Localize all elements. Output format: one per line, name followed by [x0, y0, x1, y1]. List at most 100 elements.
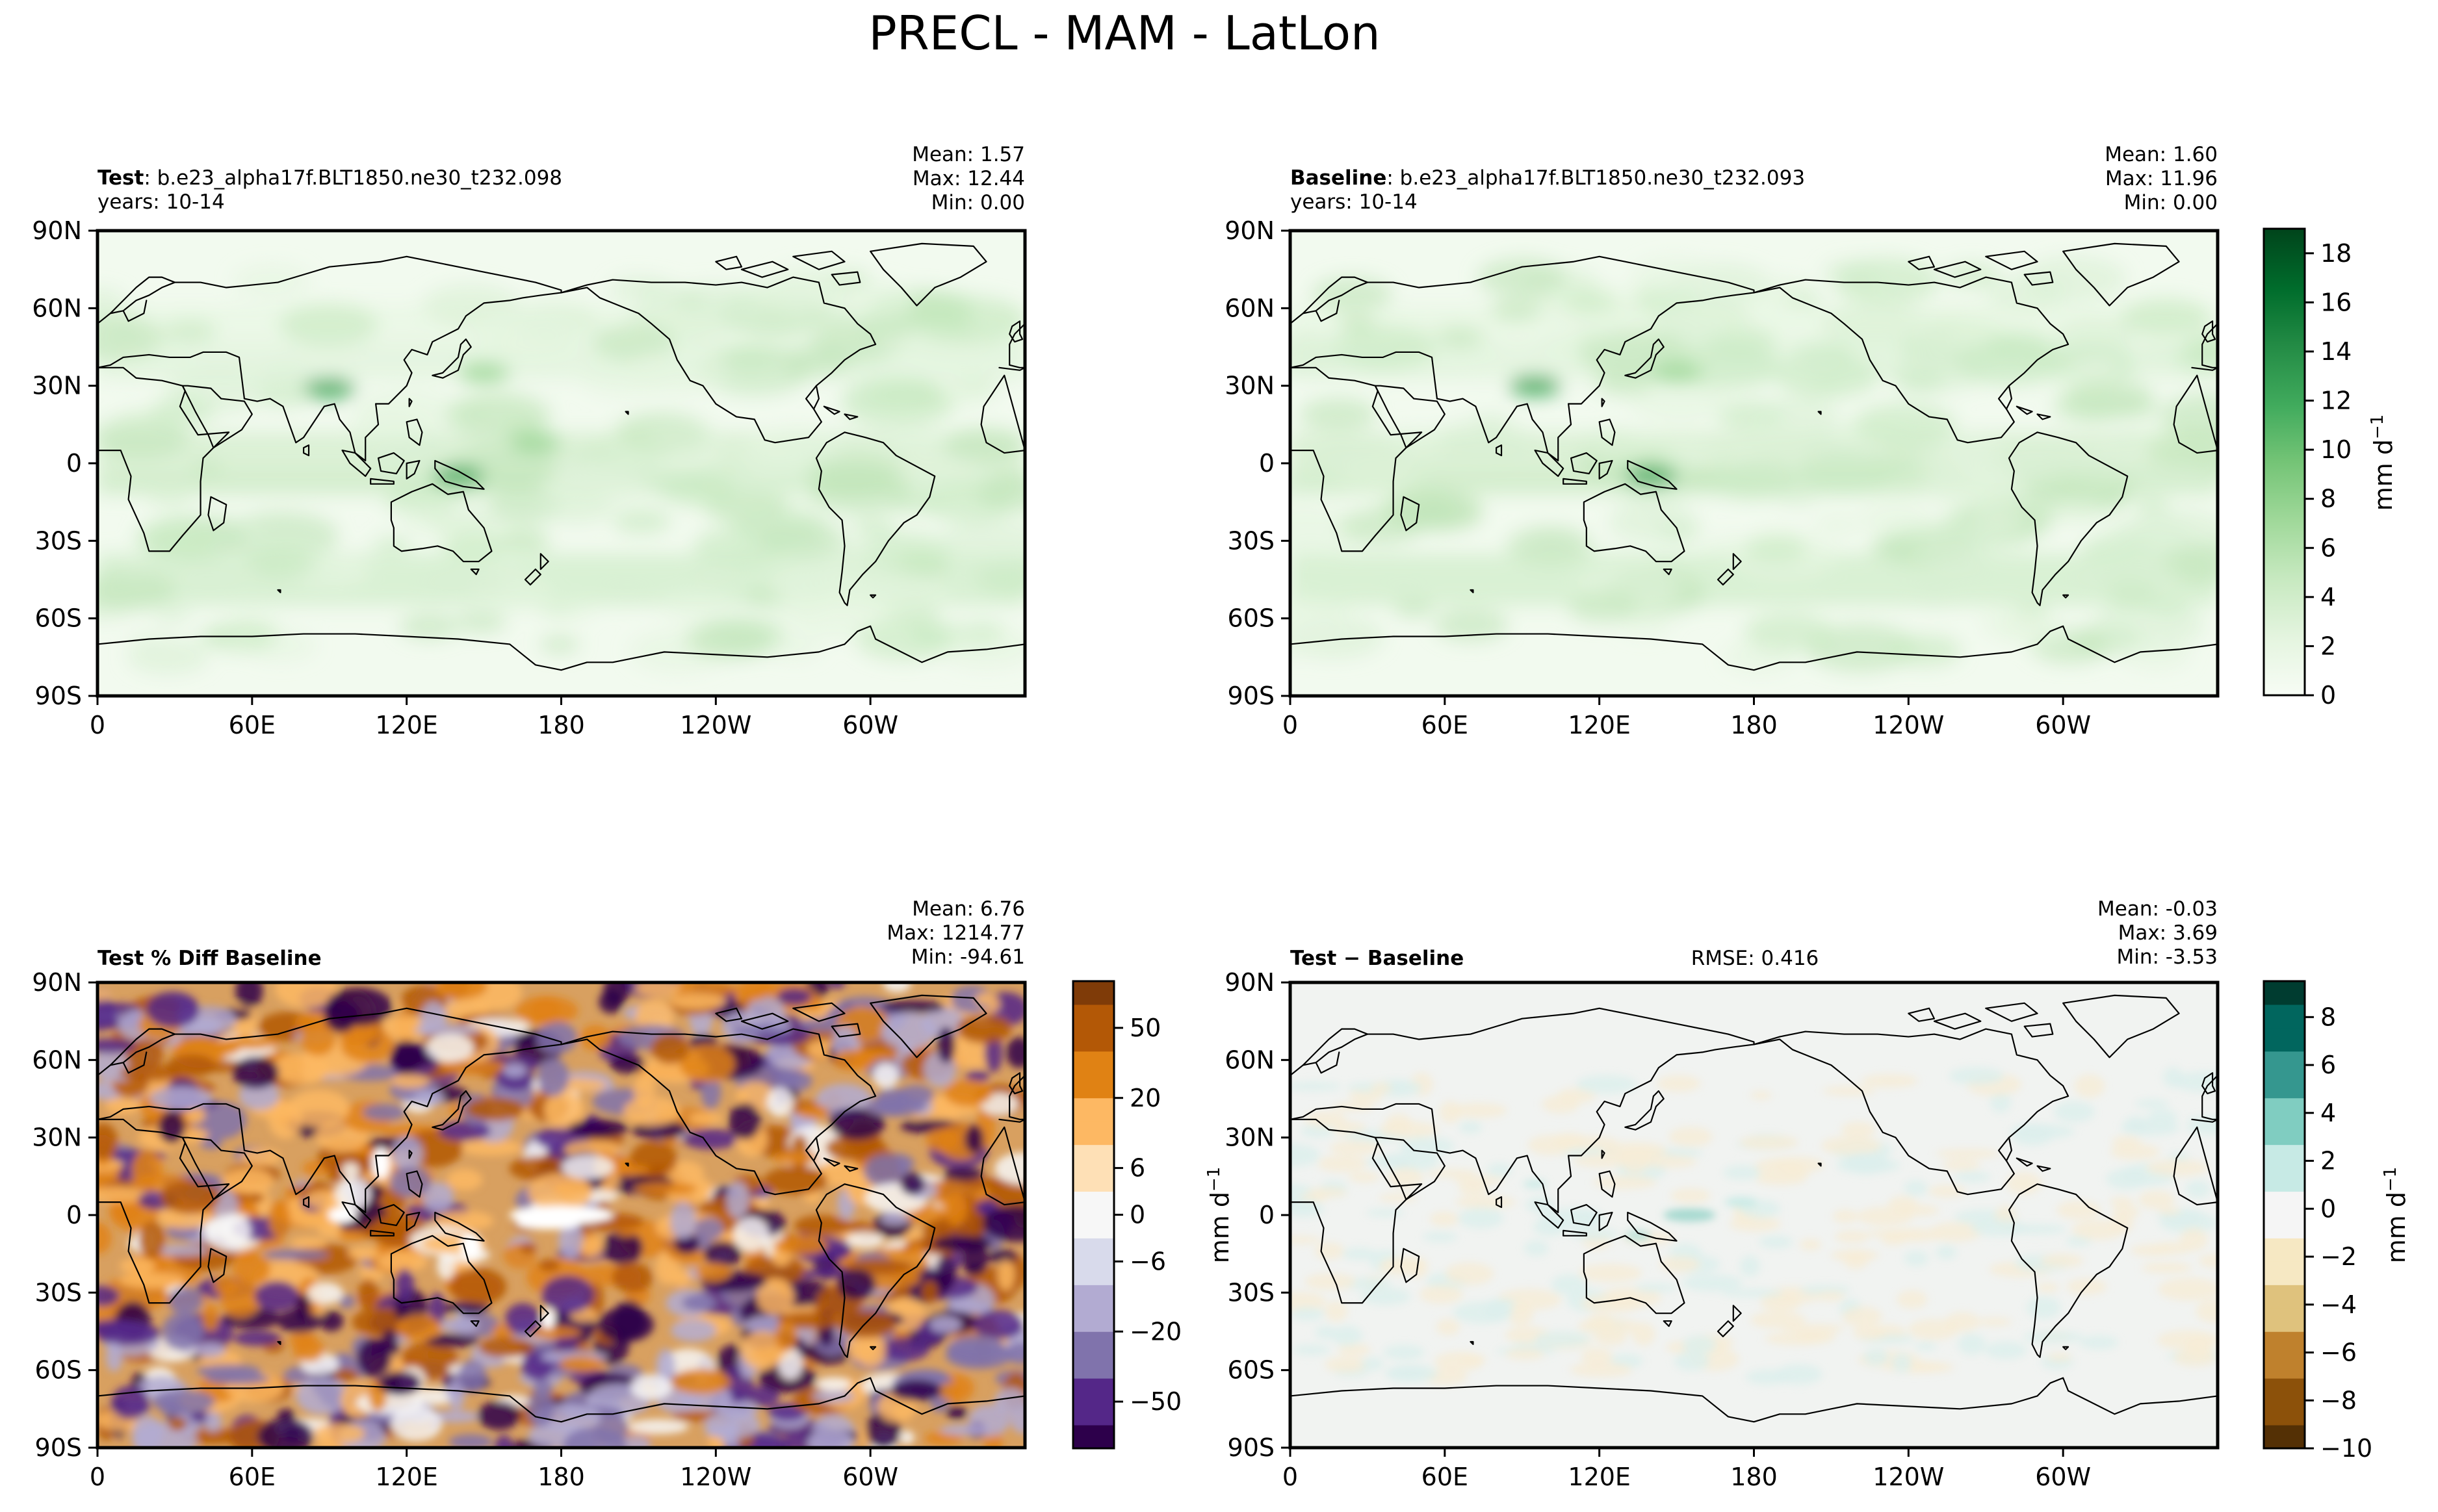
- precip-patch: [1744, 612, 1833, 652]
- precip-patch: [1290, 471, 1319, 496]
- pctdiff-patch: [337, 1229, 370, 1241]
- pctdiff-blank: [541, 1308, 555, 1329]
- diff-patch: [1459, 1181, 1488, 1196]
- precip-patch: [148, 489, 192, 509]
- diff-patch: [2179, 1227, 2208, 1251]
- diff-patch: [1670, 1188, 1711, 1203]
- precip-patch: [721, 346, 778, 370]
- lon-tick-label: 60E: [1421, 711, 1468, 739]
- pctdiff-patch: [378, 1371, 421, 1396]
- pctdiff-patch: [151, 1389, 215, 1414]
- precip-patch: [354, 389, 459, 435]
- panel-subtitle: years: 10-14: [1290, 190, 1418, 214]
- pctdiff-patch: [763, 1166, 828, 1195]
- colorbar-label: mm d−1: [2368, 415, 2398, 511]
- pctdiff-patch: [669, 993, 727, 1010]
- precip-patch: [538, 602, 575, 618]
- pctdiff-patch: [477, 1401, 521, 1430]
- diff-patch: [1361, 1357, 1384, 1371]
- pctdiff-patch: [939, 1424, 991, 1436]
- pctdiff-patch: [695, 1262, 732, 1282]
- pctdiff-patch: [879, 1337, 929, 1362]
- pctdiff-patch: [673, 1233, 700, 1254]
- colorbar-step: [2264, 1097, 2305, 1122]
- diff-patch: [2056, 1201, 2101, 1220]
- diff-patch: [1750, 1311, 1806, 1329]
- diff-patch: [2157, 1330, 2218, 1350]
- diff-patch: [1459, 1121, 1483, 1134]
- pctdiff-patch: [396, 1314, 441, 1341]
- precip-patch: [2046, 497, 2107, 524]
- precip-patch: [841, 379, 954, 429]
- pctdiff-patch: [494, 1435, 514, 1448]
- diff-patch: [1971, 1219, 2027, 1237]
- pctdiff-patch: [161, 1312, 204, 1351]
- stat-min: Min: 0.00: [2124, 191, 2218, 214]
- precip-patch: [848, 571, 950, 617]
- pctdiff-patch: [391, 1136, 423, 1172]
- pctdiff-patch: [627, 1419, 689, 1435]
- pctdiff-patch: [679, 1044, 735, 1083]
- pctdiff-patch: [883, 982, 911, 993]
- colorbar-step: [1073, 1027, 1114, 1052]
- precip-patch: [2147, 427, 2218, 476]
- panel-test: Test: b.e23_alpha17f.BLT1850.ne30_t232.0…: [32, 143, 1027, 739]
- lon-tick-label: 60W: [2035, 1463, 2091, 1491]
- diff-patch: [2112, 1135, 2141, 1149]
- pctdiff-patch: [832, 1049, 875, 1071]
- colorbar-step: [1073, 1355, 1114, 1379]
- diff-patch: [1329, 1140, 1381, 1155]
- precip-patch: [2121, 298, 2210, 337]
- precip-hotspot: [303, 378, 356, 399]
- lat-tick-label: 90N: [1225, 968, 1275, 997]
- diff-patch: [2109, 1197, 2134, 1207]
- diff-patch: [1723, 1165, 1761, 1180]
- pctdiff-patch: [812, 1389, 855, 1403]
- precip-patch: [1907, 307, 2003, 349]
- diff-patch: [1449, 1103, 1507, 1118]
- precip-patch: [647, 422, 716, 452]
- pctdiff-patch: [975, 993, 994, 1006]
- diff-patch: [1936, 1245, 1957, 1260]
- diff-patch: [1331, 1326, 1363, 1346]
- lon-tick-label: 120E: [1568, 711, 1631, 739]
- pctdiff-patch: [105, 1097, 141, 1114]
- pctdiff-patch: [422, 1182, 454, 1212]
- pctdiff-patch: [938, 1382, 963, 1400]
- colorbar-tick-label: 12: [2320, 387, 2352, 415]
- colorbar-step: [2264, 1121, 2305, 1146]
- precip-patch: [470, 309, 583, 359]
- colorbar-tick-label: −8: [2320, 1386, 2357, 1415]
- lat-tick-label: 90N: [32, 968, 82, 997]
- diff-hotspot: [1663, 1209, 1716, 1222]
- pctdiff-patch: [97, 1186, 149, 1203]
- lat-tick-label: 90N: [1225, 216, 1275, 245]
- pctdiff-patch: [682, 1129, 739, 1150]
- precip-patch: [959, 619, 1005, 639]
- pctdiff-patch: [558, 1222, 584, 1259]
- pctdiff-patch: [438, 1121, 491, 1141]
- pctdiff-patch: [440, 1058, 507, 1076]
- lon-tick-label: 60W: [2035, 711, 2091, 739]
- precip-patch: [1676, 343, 1782, 390]
- precip-patch: [2173, 340, 2218, 374]
- colorbar-label-pctdiff: mm d−1: [1204, 1167, 1234, 1264]
- precip-patch: [659, 589, 733, 621]
- colorbar-step: [1073, 1238, 1114, 1262]
- precip-patch: [1568, 591, 1639, 623]
- diff-patch: [1290, 1143, 1320, 1167]
- pctdiff-patch: [434, 1211, 494, 1231]
- pctdiff-patch: [899, 1430, 915, 1445]
- lat-tick-label: 90S: [1228, 682, 1275, 710]
- colorbar-tick-label: 8: [2320, 1003, 2336, 1031]
- diff-patch: [1308, 1187, 1347, 1198]
- precip-patch: [1668, 465, 1722, 489]
- precip-patch: [97, 314, 164, 361]
- pctdiff-patch: [341, 1162, 359, 1179]
- colorbar-step: [2264, 1402, 2305, 1426]
- diff-patch: [1459, 1354, 1486, 1365]
- pctdiff-patch: [881, 1012, 937, 1050]
- precip-patch: [497, 530, 550, 553]
- pctdiff-patch: [856, 1333, 887, 1368]
